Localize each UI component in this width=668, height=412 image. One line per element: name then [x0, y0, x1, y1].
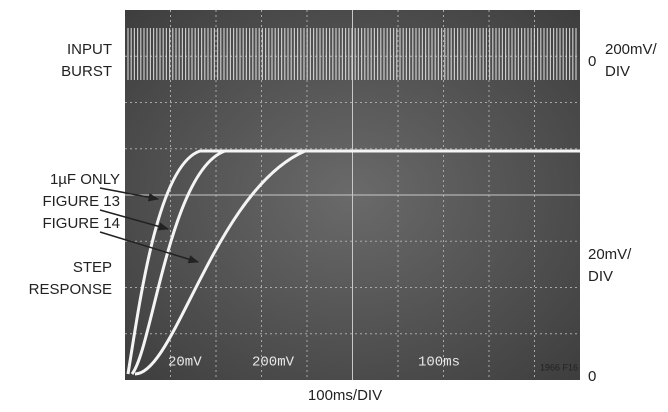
- trace-figure-13: [130, 149, 580, 375]
- arrow: [99, 231, 200, 264]
- bottom-scale: DIV: [588, 268, 613, 285]
- top-zero: 0: [588, 53, 596, 70]
- top-scale: 200mV/: [605, 41, 658, 58]
- trace-label: 1µF ONLY: [50, 171, 120, 188]
- trace-label: FIGURE 13: [42, 193, 120, 210]
- trace-1uf: [126, 149, 580, 375]
- bottom-scale: 20mV/: [588, 246, 632, 263]
- trace-figure-14: [134, 149, 580, 376]
- trace-label: FIGURE 14: [42, 215, 120, 232]
- step-label: RESPONSE: [29, 281, 112, 298]
- input-label: INPUT: [67, 41, 112, 58]
- input-label: BURST: [61, 63, 112, 80]
- step-traces: [126, 149, 580, 376]
- arrow: [99, 209, 170, 231]
- screen-readout: 200mV: [252, 355, 295, 371]
- screen-readout: 20mV: [168, 355, 202, 371]
- step-label: STEP: [73, 259, 112, 276]
- bottom-zero: 0: [588, 368, 596, 385]
- arrows: [99, 187, 200, 264]
- screen-readout: 100ms: [418, 355, 460, 371]
- top-scale: DIV: [605, 63, 630, 80]
- x-scale: 100ms/DIV: [308, 387, 382, 404]
- arrow: [99, 187, 160, 202]
- figure-id: 1966 F16: [540, 362, 578, 372]
- input-burst-trace: [127, 28, 577, 80]
